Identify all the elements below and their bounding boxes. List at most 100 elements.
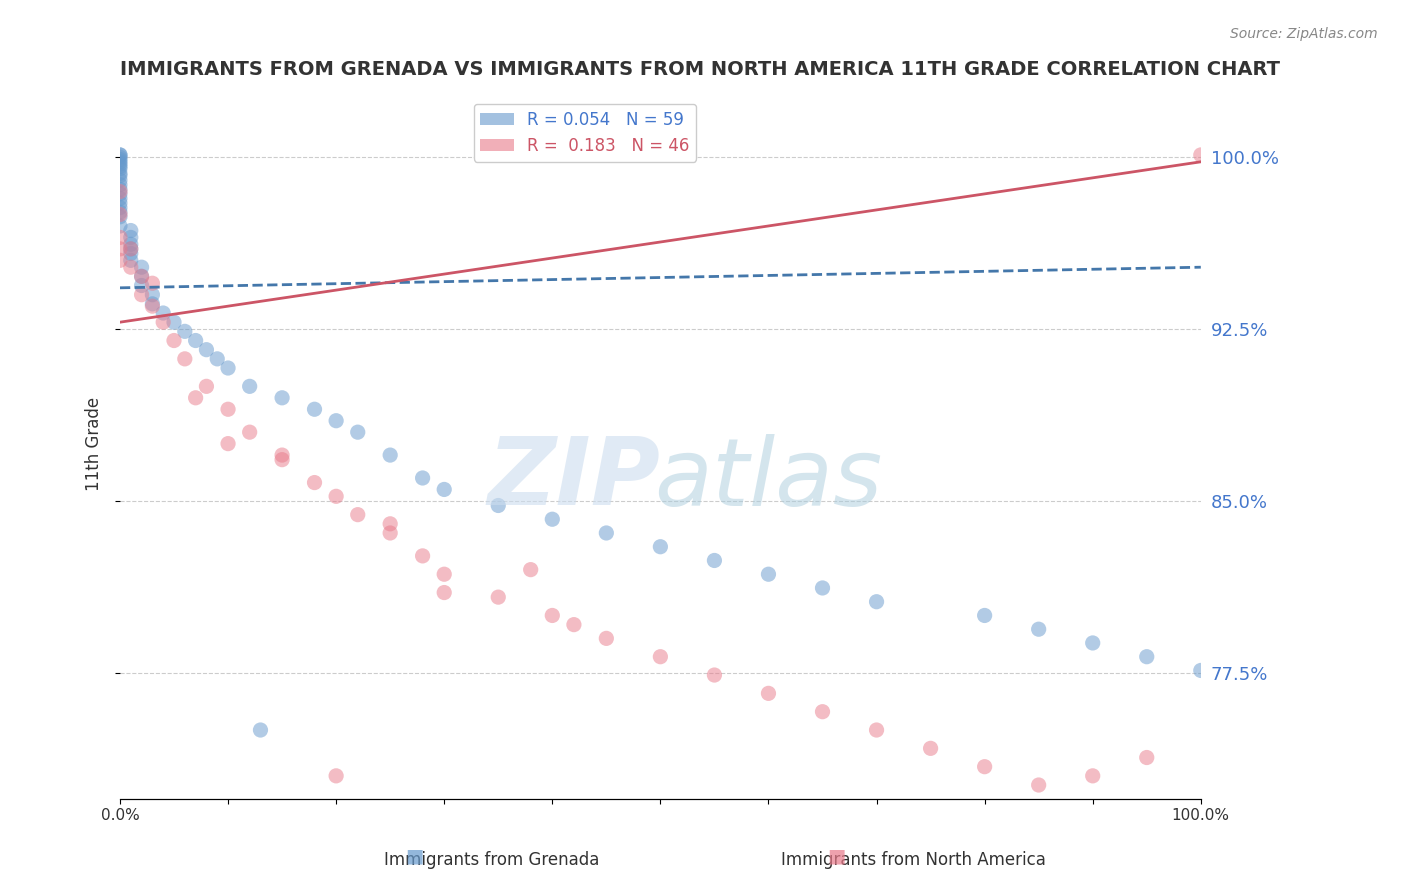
Point [811,705,834,719]
Point [108,157,131,171]
Point [131,269,153,284]
Point [141,297,163,311]
Point [1081,769,1104,783]
Point [1136,750,1159,764]
Point [108,160,131,174]
Point [1081,636,1104,650]
Point [207,351,229,366]
Text: Immigrants from Grenada: Immigrants from Grenada [384,851,600,869]
Point [217,436,239,450]
Point [108,169,131,183]
Point [271,452,294,467]
Point [108,178,131,192]
Y-axis label: 11th Grade: 11th Grade [86,397,103,491]
Point [304,402,326,417]
Point [325,489,347,503]
Point [433,585,456,599]
Point [973,608,995,623]
Point [120,242,142,256]
Point [108,161,131,176]
Point [195,343,218,357]
Point [486,499,509,513]
Point [120,223,142,237]
Point [380,516,402,531]
Point [519,563,541,577]
Point [141,277,163,291]
Point [541,512,564,526]
Point [108,153,131,167]
Point [131,269,153,284]
Point [184,391,207,405]
Point [433,483,456,497]
Point [380,448,402,462]
Point [1136,649,1159,664]
Point [271,391,294,405]
Point [120,242,142,256]
Legend: R = 0.054   N = 59, R =  0.183   N = 46: R = 0.054 N = 59, R = 0.183 N = 46 [474,104,696,161]
Point [184,334,207,348]
Point [217,361,239,376]
Point [811,581,834,595]
Point [650,540,672,554]
Point [1189,664,1212,678]
Point [433,567,456,582]
Point [595,526,617,541]
Point [163,334,186,348]
Point [346,508,368,522]
Point [120,246,142,260]
Point [131,260,153,275]
Point [239,379,262,393]
Point [108,191,131,205]
Point [108,219,131,233]
Point [865,595,887,609]
Point [239,425,262,439]
Point [1189,148,1212,162]
Point [217,402,239,417]
Point [758,567,780,582]
Point [152,315,174,329]
Point [380,526,402,541]
Point [595,632,617,646]
Point [325,414,347,428]
Point [108,148,131,162]
Point [108,201,131,215]
Text: ZIP: ZIP [488,434,661,525]
Point [108,166,131,180]
Point [412,549,434,563]
Point [141,299,163,313]
Point [758,686,780,700]
Point [173,351,195,366]
Point [920,741,942,756]
Point [108,148,131,162]
Point [108,185,131,199]
Text: ■: ■ [827,847,846,865]
Point [108,205,131,219]
Point [271,448,294,462]
Point [1028,778,1050,792]
Point [703,553,725,567]
Text: ■: ■ [405,847,425,865]
Point [108,154,131,169]
Point [141,287,163,301]
Point [152,306,174,320]
Point [412,471,434,485]
Point [703,668,725,682]
Point [973,760,995,774]
Point [304,475,326,490]
Text: Source: ZipAtlas.com: Source: ZipAtlas.com [1230,27,1378,41]
Point [108,207,131,221]
Point [108,186,131,201]
Point [865,723,887,737]
Point [562,617,585,632]
Point [108,242,131,256]
Point [108,173,131,187]
Point [108,253,131,268]
Point [108,230,131,244]
Text: atlas: atlas [654,434,883,524]
Point [163,315,186,329]
Point [325,769,347,783]
Point [120,253,142,268]
Point [195,379,218,393]
Point [108,196,131,211]
Text: Immigrants from North America: Immigrants from North America [782,851,1046,869]
